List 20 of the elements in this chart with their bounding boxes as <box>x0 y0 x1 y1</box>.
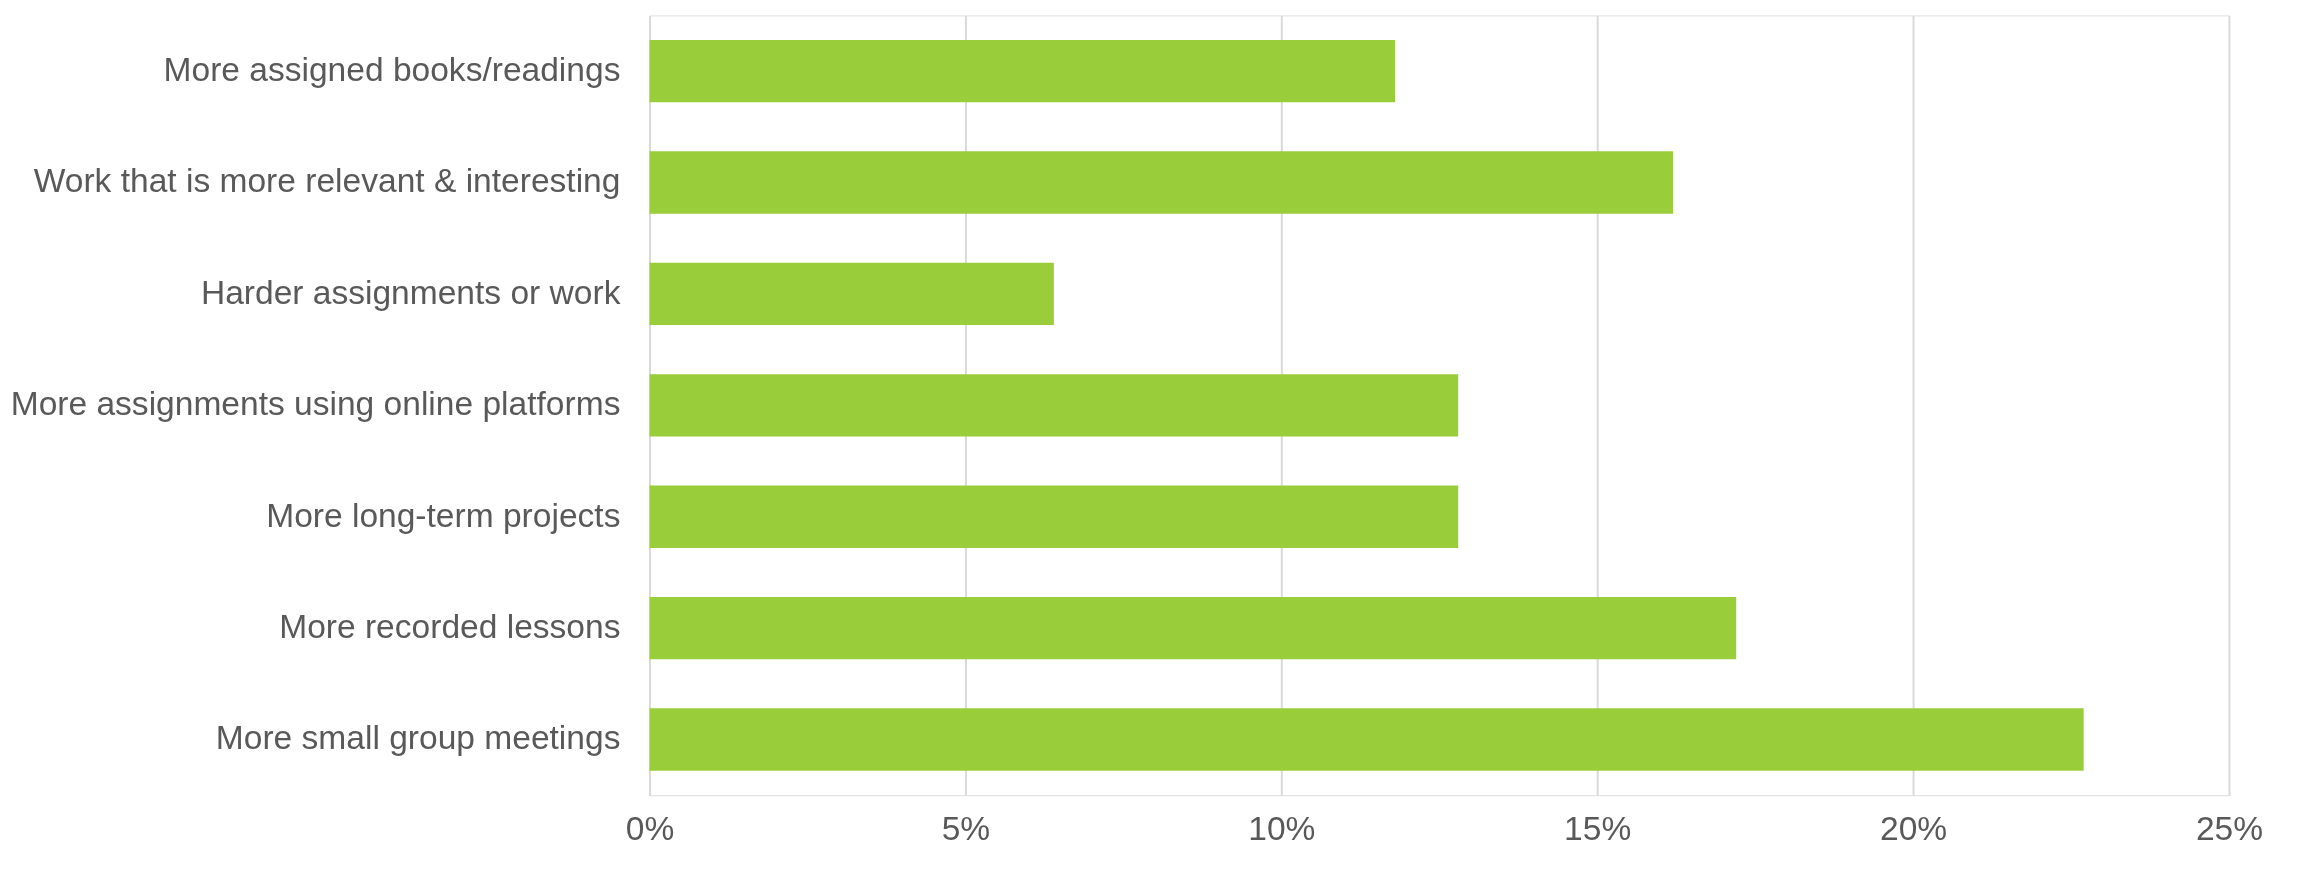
x-tick-label: 20% <box>1879 810 1948 848</box>
bar <box>649 485 1459 548</box>
x-tick-label: 0% <box>625 810 675 848</box>
bar <box>649 262 1054 326</box>
y-tick-label: More assigned books/readings <box>163 50 621 88</box>
bar <box>649 708 2084 771</box>
y-tick-label: More assignments using online platforms <box>10 385 621 423</box>
bar <box>649 39 1396 103</box>
x-tick-label: 25% <box>2195 810 2264 848</box>
x-tick-label: 15% <box>1564 810 1632 848</box>
y-tick-label: More recorded lessons <box>279 608 621 646</box>
y-tick-label: More long-term projects <box>266 496 621 534</box>
y-tick-label: Harder assignments or work <box>200 273 621 311</box>
bar <box>649 374 1459 437</box>
bar <box>649 151 1674 214</box>
y-tick-label: Work that is more relevant & interesting <box>33 162 621 200</box>
x-tick-label: 10% <box>1248 810 1316 848</box>
bar <box>649 596 1737 660</box>
x-tick-label: 5% <box>941 810 991 848</box>
y-tick-label: More small group meetings <box>215 719 621 757</box>
